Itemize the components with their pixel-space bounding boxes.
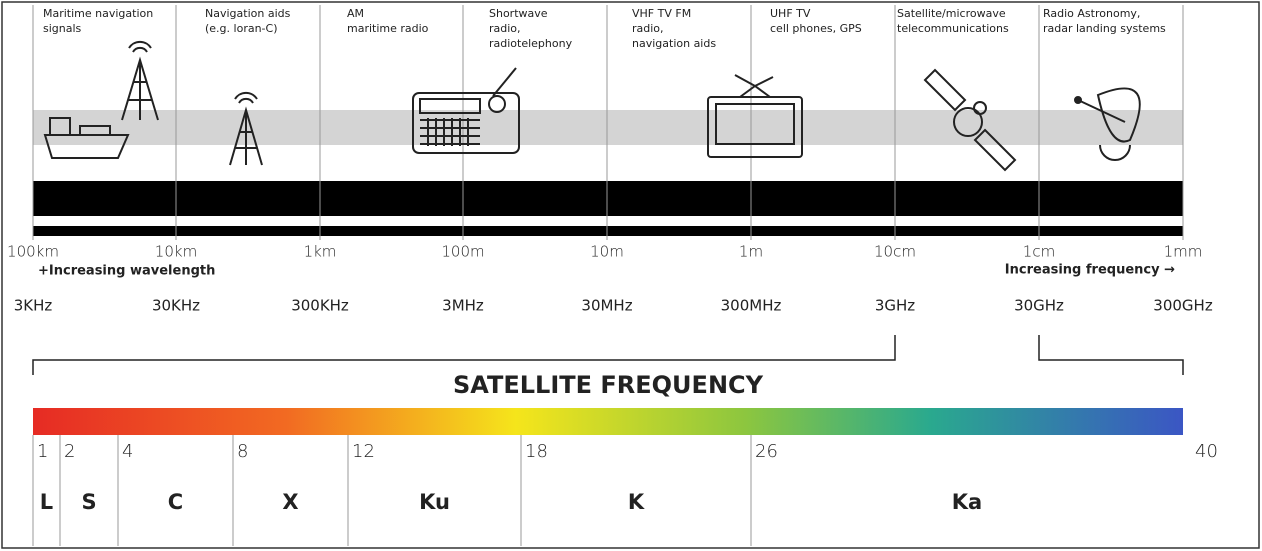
ship-icon: [43, 41, 159, 159]
column-label: signals: [43, 22, 82, 35]
satellite-icon: [923, 68, 1017, 172]
column-label: maritime radio: [347, 22, 429, 35]
gray-band: [33, 110, 1183, 145]
column-label: Satellite/microwave: [897, 7, 1006, 20]
band-letter: S: [81, 490, 96, 514]
tv-icon: [707, 74, 803, 158]
band-letter: L: [40, 490, 53, 514]
wavelength-label: 1cm: [1023, 243, 1055, 261]
column-label: Radio Astronomy,: [1043, 7, 1140, 20]
dish-icon: [1074, 87, 1141, 161]
bracket: [32, 335, 1184, 375]
black-bar: [33, 226, 1183, 236]
column-label: Navigation aids: [205, 7, 291, 20]
band-edge: 1: [37, 441, 48, 462]
spectrum-bar: [33, 408, 1183, 435]
radio-icon: [412, 67, 520, 154]
black-band: [33, 181, 1183, 216]
wavelength-label: 1km: [304, 243, 337, 261]
wavelength-label: 1m: [739, 243, 763, 261]
frequency-label: 30GHz: [1014, 297, 1064, 315]
tower-icon: [229, 92, 263, 166]
column-label: Shortwave: [489, 7, 548, 20]
column-label: radio,: [632, 22, 664, 35]
column-label: cell phones, GPS: [770, 22, 862, 35]
column-label: Maritime navigation: [43, 7, 153, 20]
column-label: navigation aids: [632, 37, 716, 50]
band-edge: 4: [122, 441, 133, 462]
column-label: radiotelephony: [489, 37, 573, 50]
wavelength-label: 10cm: [874, 243, 916, 261]
frequency-label: 300KHz: [291, 297, 349, 315]
band-edge: 26: [755, 441, 778, 462]
band-edge: 40: [1195, 441, 1218, 462]
band-letter: K: [628, 490, 645, 514]
wavelength-label: 10km: [155, 243, 197, 261]
satellite-title: SATELLITE FREQUENCY: [453, 371, 764, 399]
band-edge: 12: [352, 441, 375, 462]
band-edge: 2: [64, 441, 75, 462]
frequency-label: 3KHz: [14, 297, 53, 315]
column-label: radio,: [489, 22, 521, 35]
column-dividers: [32, 5, 1184, 240]
wavelength-label: 100m: [441, 243, 484, 261]
band-edge: 18: [525, 441, 548, 462]
band-letter: Ka: [952, 490, 982, 514]
band-letter: Ku: [419, 490, 450, 514]
band-letter: C: [168, 490, 183, 514]
column-label: VHF TV FM: [632, 7, 691, 20]
frequency-note: Increasing frequency →: [1005, 263, 1175, 278]
frequency-label: 3MHz: [442, 297, 484, 315]
frequency-label: 3GHz: [875, 297, 915, 315]
wavelength-label: 10m: [590, 243, 624, 261]
column-label: telecommunications: [897, 22, 1009, 35]
wavelength-note: +Increasing wavelength: [38, 264, 215, 279]
band-edge: 8: [237, 441, 248, 462]
band-letter: X: [282, 490, 298, 514]
wavelength-label: 1mm: [1164, 243, 1203, 261]
frequency-label: 30MHz: [581, 297, 632, 315]
column-label: radar landing systems: [1043, 22, 1166, 35]
column-label: UHF TV: [770, 7, 811, 20]
frequency-label: 30KHz: [152, 297, 200, 315]
frequency-label: 300MHz: [721, 297, 782, 315]
column-label: AM: [347, 7, 364, 20]
wavelength-label: 100km: [7, 243, 59, 261]
column-label: (e.g. loran-C): [205, 22, 278, 35]
frequency-label: 300GHz: [1153, 297, 1213, 315]
